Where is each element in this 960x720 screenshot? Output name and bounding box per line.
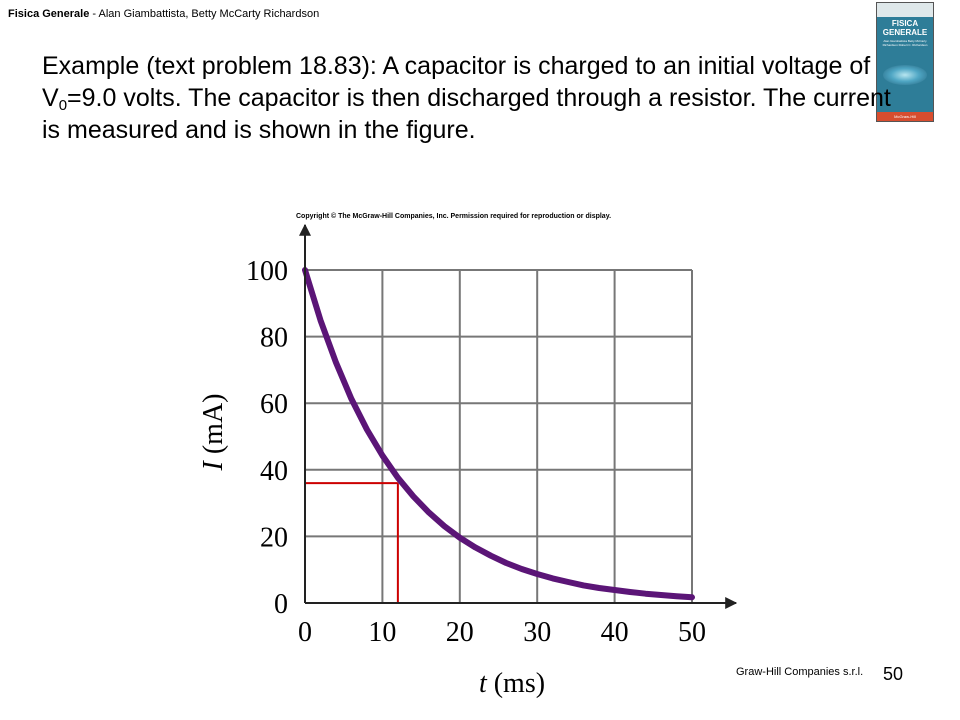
annotation-guides bbox=[305, 482, 399, 603]
book-authors: - Alan Giambattista, Betty McCarty Richa… bbox=[89, 8, 320, 20]
y-tick-label-5: 100 bbox=[246, 256, 288, 287]
publisher-footer: Graw-Hill Companies s.r.l. bbox=[736, 666, 864, 678]
problem-statement: Example (text problem 18.83): A capacito… bbox=[42, 50, 902, 146]
x-tick-label-2: 20 bbox=[446, 617, 474, 648]
y-tick-label-2: 40 bbox=[260, 456, 288, 487]
y-tick-label-1: 20 bbox=[260, 522, 288, 553]
book-title: Fisica Generale bbox=[8, 8, 90, 20]
x-axis-title: t (ms) bbox=[479, 668, 545, 699]
voltage-subscript: 0 bbox=[58, 97, 68, 114]
copyright-notice: Copyright © The McGraw-Hill Companies, I… bbox=[296, 213, 612, 220]
x-tick-label-3: 30 bbox=[523, 617, 551, 648]
cover-title: FISICA GENERALE bbox=[882, 19, 928, 37]
cover-top-band bbox=[877, 3, 933, 17]
y-tick-label-0: 0 bbox=[274, 589, 288, 620]
x-tick-label-1: 10 bbox=[368, 617, 396, 648]
problem-text-part2: =9.0 volts. The capacitor is then discha… bbox=[42, 84, 891, 144]
problem-text-part1: Example (text problem 18.83): A capacito… bbox=[42, 52, 871, 112]
cover-subtitle: Alan Giambattista Betty McCarty Richards… bbox=[882, 39, 928, 47]
y-tick-label-4: 80 bbox=[260, 323, 288, 354]
series-layer bbox=[302, 267, 695, 601]
chart-axes bbox=[299, 223, 738, 609]
page-number: 50 bbox=[883, 664, 904, 684]
x-tick-label-5: 50 bbox=[678, 617, 706, 648]
cover-publisher: McGraw-Hill bbox=[877, 112, 933, 121]
y-tick-label-3: 60 bbox=[260, 389, 288, 420]
x-tick-label-4: 40 bbox=[601, 617, 629, 648]
chart-grid bbox=[305, 269, 693, 603]
slide-header: Fisica Generale - Alan Giambattista, Bet… bbox=[8, 8, 319, 20]
water-drop-graphic bbox=[883, 65, 927, 85]
book-cover-image: FISICA GENERALE Alan Giambattista Betty … bbox=[876, 2, 934, 122]
x-tick-label-0: 0 bbox=[298, 617, 312, 648]
tick-labels: 0 10 20 30 40 50 0 20 40 60 80 100 bbox=[246, 256, 706, 648]
y-axis-title: I (mA) bbox=[198, 394, 229, 472]
current-decay-curve bbox=[302, 267, 695, 601]
